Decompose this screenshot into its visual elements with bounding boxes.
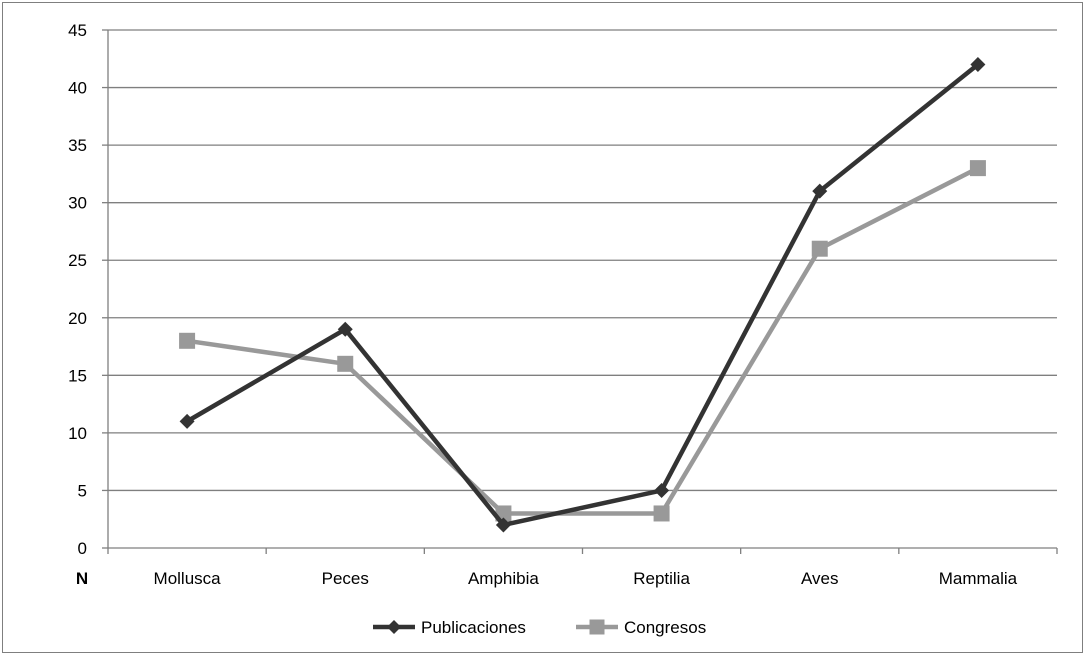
legend-item-publicaciones: Publicaciones (373, 618, 526, 637)
x-tick-label: Peces (322, 569, 369, 588)
data-point-marker (653, 505, 670, 522)
y-tick-label: 40 (68, 79, 87, 98)
y-axis-ticks: 0 5 10 15 20 25 30 35 40 45 (68, 21, 108, 558)
y-tick-label: 10 (68, 424, 87, 443)
x-tick-label: Mollusca (154, 569, 222, 588)
series-line (186, 166, 979, 516)
gridlines (108, 29, 1057, 492)
y-tick-label: 20 (68, 309, 87, 328)
y-tick-label: 0 (78, 539, 87, 558)
legend: Publicaciones Congresos (373, 618, 706, 637)
axes: N (76, 30, 1057, 588)
y-tick-label: 45 (68, 21, 87, 40)
x-tick-label: Reptilia (633, 569, 690, 588)
data-point-marker (179, 332, 196, 349)
series-congresos (179, 160, 986, 522)
data-point-marker (337, 355, 354, 372)
data-point-marker (812, 183, 828, 199)
data-point-marker (811, 240, 828, 257)
y-tick-label: 25 (68, 251, 87, 270)
legend-label: Congresos (624, 618, 706, 637)
y-tick-label: 30 (68, 194, 87, 213)
data-point-marker (969, 160, 986, 177)
y-tick-label: 5 (78, 481, 87, 500)
series-publicaciones (179, 57, 986, 533)
series-layer (179, 57, 986, 533)
data-point-marker (970, 57, 986, 73)
data-point-marker (495, 517, 511, 533)
x-tick-label: Amphibia (468, 569, 539, 588)
legend-item-congresos: Congresos (576, 618, 706, 637)
legend-label: Publicaciones (421, 618, 526, 637)
data-point-marker (589, 619, 605, 635)
data-point-marker (337, 321, 353, 337)
y-tick-label: 15 (68, 366, 87, 385)
data-point-marker (387, 620, 401, 634)
data-point-marker (179, 413, 195, 429)
x-axis-ticks: Mollusca Peces Amphibia Reptilia Aves Mammali… (107, 548, 1058, 588)
data-point-marker (654, 482, 670, 498)
x-tick-label: Aves (801, 569, 839, 588)
y-tick-label: 35 (68, 136, 87, 155)
axis-corner-label: N (76, 569, 88, 588)
series-line (185, 62, 980, 528)
x-tick-label: Mammalia (939, 569, 1018, 588)
